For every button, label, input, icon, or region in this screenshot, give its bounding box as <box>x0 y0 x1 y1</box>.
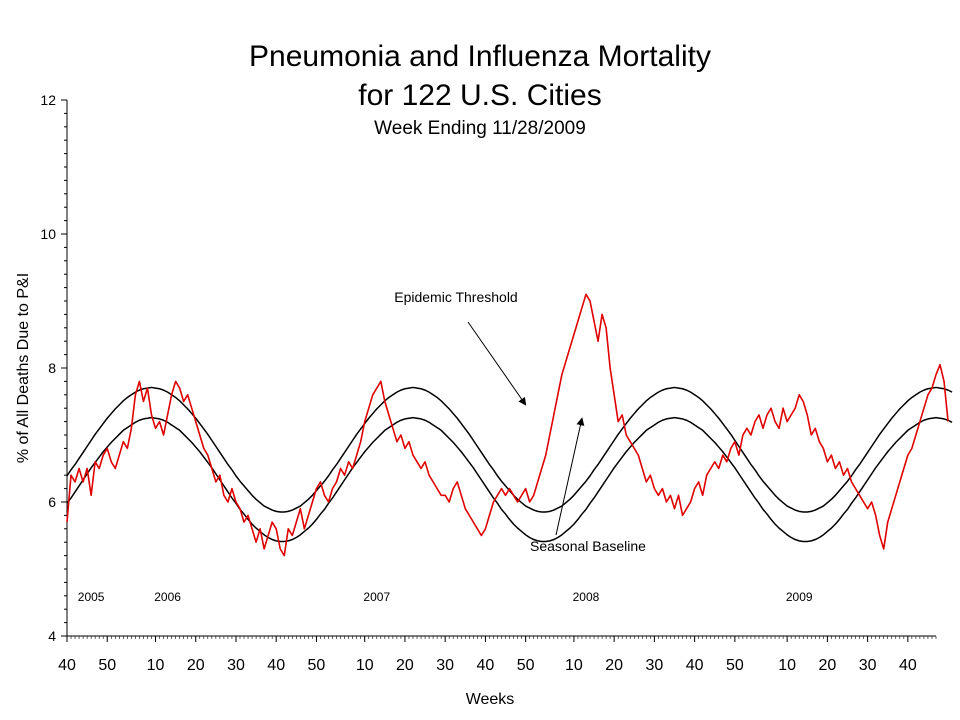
annotations: Epidemic Threshold Seasonal Baseline <box>394 289 646 554</box>
year-label: 2009 <box>786 590 813 604</box>
series-layer <box>66 293 953 557</box>
x-tick-label: 10 <box>778 657 796 674</box>
annotation-seasonal-baseline: Seasonal Baseline <box>530 538 646 554</box>
x-tick-label: 50 <box>308 657 326 674</box>
x-tick-label: 50 <box>726 657 744 674</box>
x-tick-label: 30 <box>436 657 454 674</box>
arrow-epidemic-threshold <box>467 321 527 406</box>
x-tick-label: 30 <box>859 657 877 674</box>
x-tick-label: 50 <box>98 657 116 674</box>
year-label: 2005 <box>78 590 105 604</box>
x-tick-label: 40 <box>267 657 285 674</box>
x-tick-label: 40 <box>477 657 495 674</box>
y-tick-label: 6 <box>48 494 56 510</box>
year-label: 2007 <box>363 590 390 604</box>
chart-title-line-2: for 122 U.S. Cities <box>358 79 601 112</box>
x-tick-label: 30 <box>227 657 245 674</box>
x-tick-label: 10 <box>565 657 583 674</box>
year-label: 2006 <box>154 590 181 604</box>
y-axis-label: % of All Deaths Due to P&I <box>15 273 32 463</box>
series-line-threshold <box>66 386 953 513</box>
year-labels: 2005 2006 2007 2008 2009 <box>78 590 813 604</box>
series-line-observed <box>66 293 949 557</box>
x-axis-ticks: 40 50 10 20 30 40 50 10 20 30 40 50 10 20 30 40 50 10 20 30… <box>58 636 937 674</box>
chart-subtitle: Week Ending 11/28/2009 <box>374 118 586 139</box>
y-axis-ticks: 4 6 8 10 12 <box>40 92 67 644</box>
x-tick-label: 20 <box>187 657 205 674</box>
x-tick-label: 10 <box>147 657 165 674</box>
x-tick-label: 20 <box>818 657 836 674</box>
x-tick-label: 40 <box>686 657 704 674</box>
x-axis-label: Weeks <box>466 691 515 708</box>
x-tick-label: 40 <box>899 657 917 674</box>
x-tick-label: 50 <box>517 657 535 674</box>
year-label: 2008 <box>573 590 600 604</box>
axes <box>66 100 936 637</box>
x-tick-label: 20 <box>396 657 414 674</box>
annotation-epidemic-threshold: Epidemic Threshold <box>394 289 517 305</box>
chart-title: Pneumonia and Influenza Mortality for 12… <box>249 40 711 139</box>
y-tick-label: 8 <box>48 360 56 376</box>
x-tick-label: 40 <box>58 657 76 674</box>
y-tick-label: 4 <box>48 628 56 644</box>
arrow-seasonal-baseline <box>555 417 585 536</box>
x-tick-label: 10 <box>356 657 374 674</box>
series-line-baseline <box>66 416 953 543</box>
x-tick-label: 20 <box>605 657 623 674</box>
y-tick-label: 12 <box>40 92 56 108</box>
x-tick-label: 30 <box>645 657 663 674</box>
y-tick-label: 10 <box>40 226 56 242</box>
chart-title-line-1: Pneumonia and Influenza Mortality <box>249 40 711 73</box>
